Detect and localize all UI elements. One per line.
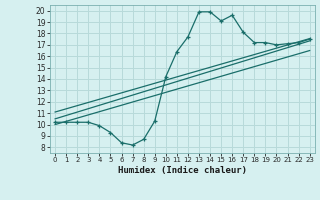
X-axis label: Humidex (Indice chaleur): Humidex (Indice chaleur) — [118, 166, 247, 175]
